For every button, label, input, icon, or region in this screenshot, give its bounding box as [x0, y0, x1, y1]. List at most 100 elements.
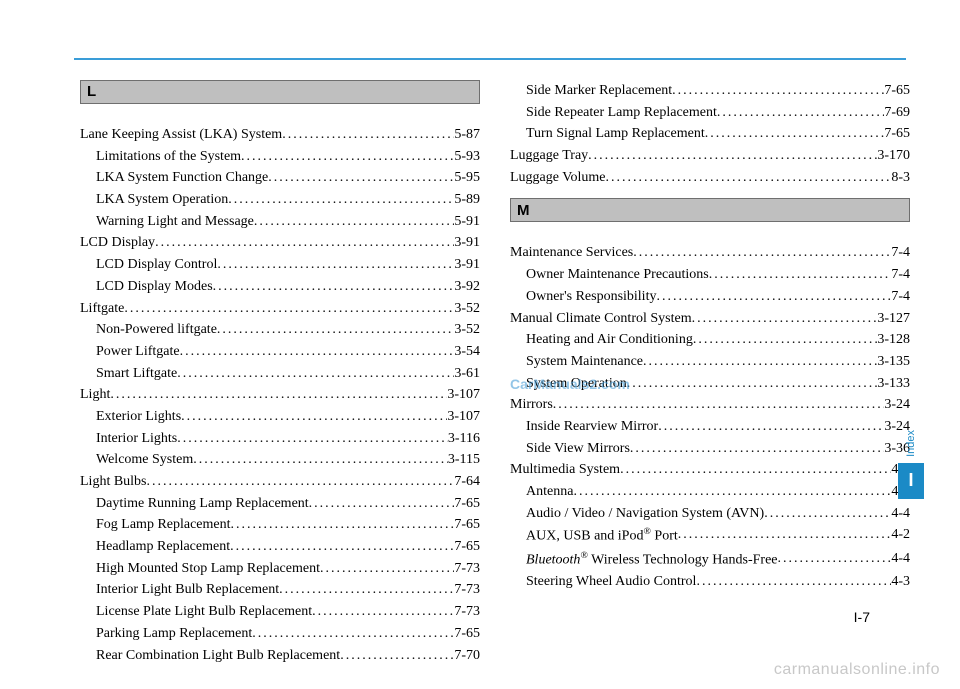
entry-leader-dots: [588, 145, 877, 167]
index-subentry: Inside Rearview Mirror 3-24: [510, 416, 910, 438]
entry-label: Power Liftgate: [96, 341, 180, 363]
entry-page: 3-115: [448, 449, 480, 471]
entry-page: 5-95: [454, 167, 480, 189]
entry-label: Headlamp Replacement: [96, 536, 230, 558]
entry-label: System Operation: [526, 373, 627, 395]
entry-label: Light Bulbs: [80, 471, 147, 493]
entry-leader-dots: [709, 264, 892, 286]
page-number: I-7: [854, 609, 870, 625]
entry-leader-dots: [312, 601, 454, 623]
entry-page: 8-3: [891, 167, 910, 189]
index-letter-heading: L: [80, 80, 480, 104]
footer-watermark: carmanualsonline.info: [774, 661, 940, 679]
entry-leader-dots: [573, 481, 891, 503]
entry-page: 7-65: [884, 123, 910, 145]
entry-leader-dots: [217, 254, 454, 276]
entry-leader-dots: [279, 579, 454, 601]
entry-leader-dots: [241, 146, 454, 168]
index-subentry: Smart Liftgate 3-61: [80, 363, 480, 385]
entry-page: 5-87: [454, 124, 480, 146]
index-subentry: System Maintenance 3-135: [510, 351, 910, 373]
index-entry: Maintenance Services 7-4: [510, 242, 910, 264]
entry-leader-dots: [672, 80, 884, 102]
index-subentry: Turn Signal Lamp Replacement 7-65: [510, 123, 910, 145]
index-subentry: Daytime Running Lamp Replacement 7-65: [80, 493, 480, 515]
entry-label: Limitations of the System: [96, 146, 241, 168]
entry-page: 3-24: [884, 394, 910, 416]
entry-label: LKA System Operation: [96, 189, 228, 211]
index-subentry: LKA System Operation 5-89: [80, 189, 480, 211]
index-subentry: Parking Lamp Replacement 7-65: [80, 623, 480, 645]
entry-label: Interior Light Bulb Replacement: [96, 579, 279, 601]
index-entry: Luggage Tray 3-170: [510, 145, 910, 167]
entry-label: AUX, USB and iPod® Port: [526, 524, 678, 547]
entry-leader-dots: [630, 438, 884, 460]
entry-page: 3-52: [454, 298, 480, 320]
entry-label: Welcome System: [96, 449, 193, 471]
entry-label: Antenna: [526, 481, 573, 503]
index-subentry: Exterior Lights 3-107: [80, 406, 480, 428]
entry-page: 4-3: [891, 571, 910, 593]
entry-leader-dots: [309, 493, 455, 515]
index-column-left: L Lane Keeping Assist (LKA) System 5-87 Li…: [80, 80, 480, 666]
entry-page: 5-89: [454, 189, 480, 211]
index-subentry: Side Repeater Lamp Replacement 7-69: [510, 102, 910, 124]
index-entry: Mirrors 3-24: [510, 394, 910, 416]
entry-leader-dots: [268, 167, 454, 189]
entry-leader-dots: [627, 373, 878, 395]
entry-leader-dots: [213, 276, 455, 298]
index-entry: Multimedia System 4-3: [510, 459, 910, 481]
entry-leader-dots: [553, 394, 885, 416]
entry-label: Smart Liftgate: [96, 363, 177, 385]
entry-label: Side View Mirrors: [526, 438, 630, 460]
index-subentry: LCD Display Modes 3-92: [80, 276, 480, 298]
entry-leader-dots: [658, 416, 884, 438]
spacer: [510, 232, 910, 242]
entry-page: 3-52: [454, 319, 480, 341]
entry-label: Interior Lights: [96, 428, 177, 450]
entry-page: 7-70: [454, 645, 480, 667]
entry-label: Luggage Volume: [510, 167, 606, 189]
index-entry: Light 3-107: [80, 384, 480, 406]
entry-label: Lane Keeping Assist (LKA) System: [80, 124, 282, 146]
spacer: [510, 188, 910, 198]
entry-label: Mirrors: [510, 394, 553, 416]
entry-leader-dots: [180, 341, 455, 363]
entry-leader-dots: [193, 449, 448, 471]
index-column-right: Side Marker Replacement 7-65Side Repeate…: [510, 80, 910, 593]
index-subentry: Power Liftgate 3-54: [80, 341, 480, 363]
index-entry: Luggage Volume 8-3: [510, 167, 910, 189]
index-letter: M: [511, 199, 530, 222]
entry-leader-dots: [778, 548, 892, 571]
entry-label: Warning Light and Message: [96, 211, 254, 233]
entry-label: Parking Lamp Replacement: [96, 623, 252, 645]
entry-page: 3-61: [454, 363, 480, 385]
index-subentry: AUX, USB and iPod® Port 4-2: [510, 524, 910, 547]
index-entry: Manual Climate Control System 3-127: [510, 308, 910, 330]
entry-page: 3-135: [877, 351, 910, 373]
entry-page: 3-128: [877, 329, 910, 351]
entry-page: 7-4: [891, 264, 910, 286]
entry-page: 7-65: [884, 80, 910, 102]
entry-label: Exterior Lights: [96, 406, 181, 428]
entry-leader-dots: [217, 319, 454, 341]
entry-label: LCD Display Control: [96, 254, 217, 276]
entry-label: Manual Climate Control System: [510, 308, 692, 330]
index-subentry: Heating and Air Conditioning 3-128: [510, 329, 910, 351]
entry-page: 7-73: [454, 579, 480, 601]
index-subentry: Warning Light and Message 5-91: [80, 211, 480, 233]
entry-page: 3-107: [447, 406, 480, 428]
entry-label: Multimedia System: [510, 459, 620, 481]
index-letter: L: [81, 80, 96, 103]
entry-page: 3-127: [877, 308, 910, 330]
entry-label: Steering Wheel Audio Control: [526, 571, 696, 593]
entry-leader-dots: [177, 428, 448, 450]
entry-page: 7-69: [884, 102, 910, 124]
entry-page: 5-93: [454, 146, 480, 168]
index-subentry: System Operation 3-133: [510, 373, 910, 395]
index-subentry: Rear Combination Light Bulb Replacement …: [80, 645, 480, 667]
index-subentry: Welcome System 3-115: [80, 449, 480, 471]
spacer: [80, 114, 480, 124]
entry-label: Luggage Tray: [510, 145, 588, 167]
entry-leader-dots: [254, 211, 454, 233]
